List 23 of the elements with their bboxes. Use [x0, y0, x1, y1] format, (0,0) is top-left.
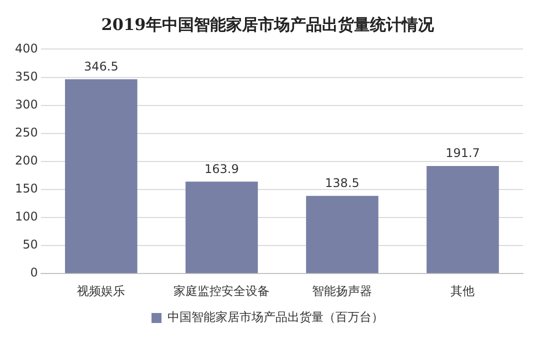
- bar: [426, 166, 499, 274]
- x-tick-label: 视频娱乐: [77, 284, 126, 298]
- y-tick-label: 150: [15, 182, 38, 196]
- y-tick-label: 100: [15, 210, 38, 224]
- bar: [306, 196, 378, 274]
- y-tick-label: 300: [15, 97, 38, 112]
- chart-title: 2019年中国智能家居市场产品出货量统计情况: [101, 14, 435, 34]
- bar: [65, 79, 138, 274]
- x-tick-label: 家庭监控安全设备: [174, 284, 270, 298]
- data-label: 346.5: [84, 59, 118, 74]
- bar: [186, 182, 258, 274]
- y-tick-label: 400: [15, 41, 38, 56]
- y-tick-label: 0: [30, 266, 38, 280]
- y-tick-label: 50: [22, 238, 38, 252]
- data-label: 163.9: [204, 162, 239, 176]
- data-label: 138.5: [325, 176, 360, 190]
- y-tick-label: 200: [15, 154, 38, 168]
- x-tick-label: 智能扬声器: [312, 284, 372, 298]
- y-tick-label: 250: [15, 125, 38, 140]
- legend-label: 中国智能家居市场产品出货量（百万台）: [168, 310, 384, 324]
- x-tick-label: 其他: [450, 284, 475, 298]
- y-tick-label: 350: [15, 69, 38, 84]
- data-label: 191.7: [446, 146, 480, 160]
